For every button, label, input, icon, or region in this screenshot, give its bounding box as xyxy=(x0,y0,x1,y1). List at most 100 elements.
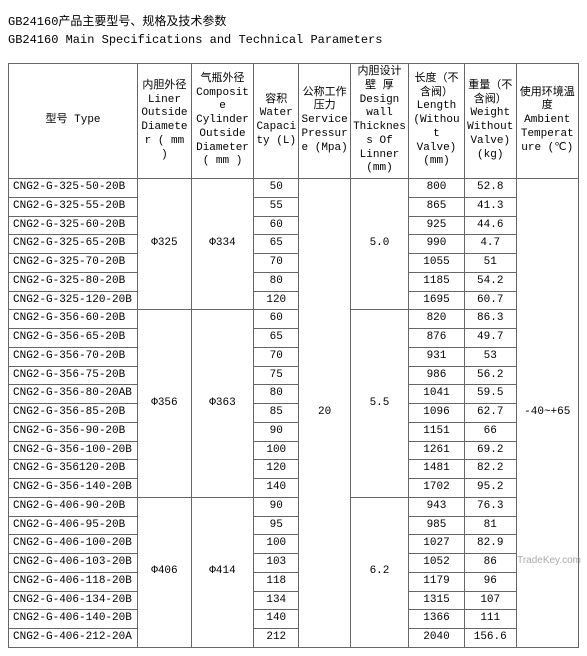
cell-weight: 52.8 xyxy=(464,179,516,198)
cell-type: CNG2-G-356-70-20B xyxy=(9,347,138,366)
cell-weight: 66 xyxy=(464,422,516,441)
cell-length: 1041 xyxy=(409,385,465,404)
cell-length: 1179 xyxy=(409,572,465,591)
cell-capacity: 50 xyxy=(254,179,299,198)
cell-weight: 44.6 xyxy=(464,216,516,235)
h-liner: 内胆外径 Liner Outside Diameter ( mm ) xyxy=(138,64,192,179)
table-row: CNG2-G-406-140-20B1401366111 xyxy=(9,610,579,629)
cell-length: 985 xyxy=(409,516,465,535)
cell-capacity: 140 xyxy=(254,610,299,629)
table-row: CNG2-G-406-95-20B9598581 xyxy=(9,516,579,535)
table-row: CNG2-G-406-118-20B118117996 xyxy=(9,572,579,591)
title-cn: GB24160产品主要型号、规格及技术参数 xyxy=(8,12,579,29)
cell-type: CNG2-G-356-85-20B xyxy=(9,404,138,423)
cell-length: 1185 xyxy=(409,272,465,291)
table-row: CNG2-G-356-140-20B140170295.2 xyxy=(9,479,579,498)
cell-weight: 60.7 xyxy=(464,291,516,310)
cell-length: 1702 xyxy=(409,479,465,498)
cell-length: 1096 xyxy=(409,404,465,423)
cell-capacity: 80 xyxy=(254,385,299,404)
h-type: 型号 Type xyxy=(9,64,138,179)
header-row: 型号 Type 内胆外径 Liner Outside Diameter ( mm… xyxy=(9,64,579,179)
cell-weight: 53 xyxy=(464,347,516,366)
table-row: CNG2-G-356-70-20B 70 93153 xyxy=(9,347,579,366)
cell-type: CNG2-G-356-80-20AB xyxy=(9,385,138,404)
cell-capacity: 75 xyxy=(254,366,299,385)
cell-type: CNG2-G-356-60-20B xyxy=(9,310,138,329)
cell-weight: 41.3 xyxy=(464,197,516,216)
cell-weight: 82.9 xyxy=(464,535,516,554)
cell-capacity: 103 xyxy=(254,554,299,573)
cell-weight: 62.7 xyxy=(464,404,516,423)
table-row: CNG2-G-325-120-20B120169560.7 xyxy=(9,291,579,310)
cell-type: CNG2-G-406-140-20B xyxy=(9,610,138,629)
table-row: CNG2-G-406-90-20BΦ406Φ414906.294376.3 xyxy=(9,497,579,516)
cell-capacity: 134 xyxy=(254,591,299,610)
table-row: CNG2-G-406-212-20A2122040156.6 xyxy=(9,629,579,648)
cell-capacity: 90 xyxy=(254,497,299,516)
cell-length: 1261 xyxy=(409,441,465,460)
table-row: CNG2-G-356120-20B120148182.2 xyxy=(9,460,579,479)
cell-composite: Φ363 xyxy=(191,310,253,498)
cell-capacity: 85 xyxy=(254,404,299,423)
cell-weight: 82.2 xyxy=(464,460,516,479)
cell-type: CNG2-G-356-90-20B xyxy=(9,422,138,441)
cell-type: CNG2-G-406-95-20B xyxy=(9,516,138,535)
cell-thickness: 5.0 xyxy=(350,179,408,310)
cell-weight: 86 xyxy=(464,554,516,573)
cell-length: 986 xyxy=(409,366,465,385)
cell-type: CNG2-G-325-65-20B xyxy=(9,235,138,254)
h-composite: 气瓶外径 Composite Cylinder Outside Diameter… xyxy=(191,64,253,179)
table-row: CNG2-G-356-100-20B100126169.2 xyxy=(9,441,579,460)
cell-length: 800 xyxy=(409,179,465,198)
cell-length: 1366 xyxy=(409,610,465,629)
cell-liner: Φ406 xyxy=(138,497,192,647)
cell-length: 1151 xyxy=(409,422,465,441)
h-capacity: 容积 Water Capacity (L) xyxy=(254,64,299,179)
table-row: CNG2-G-325-65-20B659904.7 xyxy=(9,235,579,254)
cell-length: 1055 xyxy=(409,254,465,273)
cell-weight: 4.7 xyxy=(464,235,516,254)
cell-length: 1052 xyxy=(409,554,465,573)
cell-capacity: 120 xyxy=(254,460,299,479)
cell-capacity: 70 xyxy=(254,347,299,366)
table-row: CNG2-G-325-60-20B6092544.6 xyxy=(9,216,579,235)
h-pressure: 公称工作压力 Service Pressure (Mpa) xyxy=(299,64,351,179)
table-row: CNG2-G-325-50-20BΦ325Φ33450205.080052.8-… xyxy=(9,179,579,198)
cell-weight: 107 xyxy=(464,591,516,610)
cell-weight: 86.3 xyxy=(464,310,516,329)
table-row: CNG2-G-406-134-20B1341315107 xyxy=(9,591,579,610)
cell-length: 943 xyxy=(409,497,465,516)
cell-length: 1315 xyxy=(409,591,465,610)
h-ambient: 使用环境温度 Ambient Temperature (℃) xyxy=(516,64,578,179)
cell-composite: Φ334 xyxy=(191,179,253,310)
cell-weight: 54.2 xyxy=(464,272,516,291)
cell-composite: Φ414 xyxy=(191,497,253,647)
cell-type: CNG2-G-325-60-20B xyxy=(9,216,138,235)
cell-length: 865 xyxy=(409,197,465,216)
cell-type: CNG2-G-406-90-20B xyxy=(9,497,138,516)
cell-length: 820 xyxy=(409,310,465,329)
h-weight: 重量（不含阀） Weight Without Valve) (kg) xyxy=(464,64,516,179)
cell-type: CNG2-G-356-75-20B xyxy=(9,366,138,385)
cell-capacity: 140 xyxy=(254,479,299,498)
cell-length: 990 xyxy=(409,235,465,254)
table-row: CNG2-G-356-60-20BΦ356Φ363605.582086.3 xyxy=(9,310,579,329)
table-row: CNG2-G-356-75-20B 75 98656.2 xyxy=(9,366,579,385)
h-length: 长度（不含阀） Length (Without Valve) (mm) xyxy=(409,64,465,179)
cell-length: 931 xyxy=(409,347,465,366)
cell-capacity: 118 xyxy=(254,572,299,591)
cell-capacity: 100 xyxy=(254,535,299,554)
table-row: CNG2-G-356-90-20B 90 115166 xyxy=(9,422,579,441)
cell-weight: 49.7 xyxy=(464,329,516,348)
cell-type: CNG2-G-406-212-20A xyxy=(9,629,138,648)
cell-capacity: 90 xyxy=(254,422,299,441)
cell-type: CNG2-G-406-100-20B xyxy=(9,535,138,554)
table-row: CNG2-G-325-70-20B70105551 xyxy=(9,254,579,273)
cell-liner: Φ325 xyxy=(138,179,192,310)
cell-ambient: -40~+65 xyxy=(516,179,578,648)
cell-thickness: 5.5 xyxy=(350,310,408,498)
cell-weight: 69.2 xyxy=(464,441,516,460)
cell-weight: 56.2 xyxy=(464,366,516,385)
cell-weight: 81 xyxy=(464,516,516,535)
